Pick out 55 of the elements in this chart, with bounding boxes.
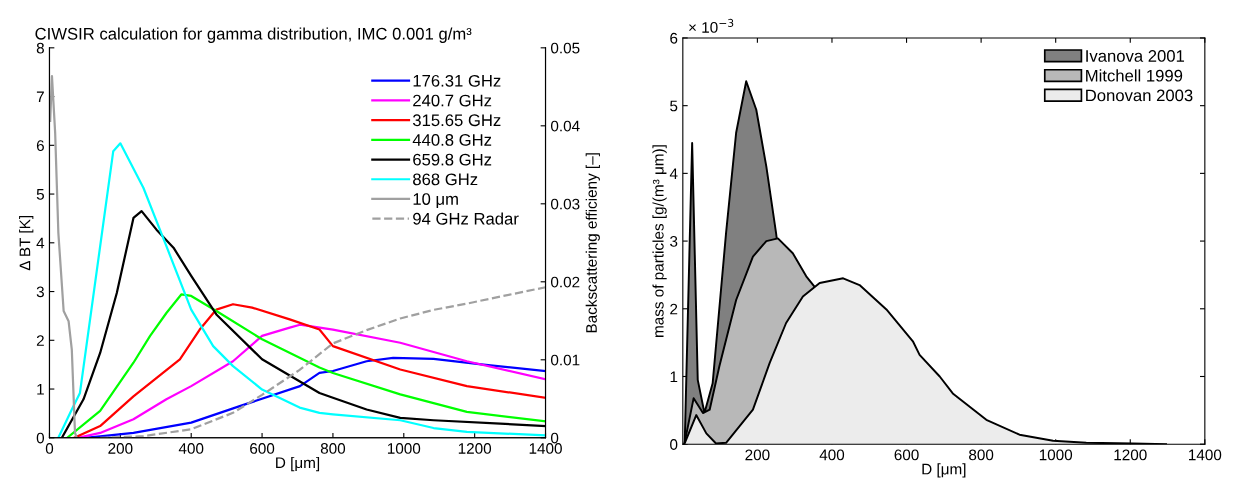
y-tick-label: 1 [37,384,44,395]
x-tick-label: 0 [45,443,54,454]
text: × 10$^{−3}$ [689,18,734,33]
x-tick-label: 400 [819,449,845,461]
x-tick-label: 1400 [1189,449,1222,461]
y-tick-label: 6 [670,32,678,44]
y-tick-label: 0 [36,432,45,444]
legend-label: Ivanova 2001 [1086,50,1185,62]
x-tick-label: 400 [178,443,204,454]
y-tick-label: 2 [670,303,678,315]
legend-label: 659.8 GHz [413,153,492,166]
chart-title: CIWSIR calculation for gamma distribution, IMC 0.001 g/m³ [35,27,472,43]
y-tick-label: 3 [670,235,678,247]
y2-tick-label: 0.02 [550,276,580,288]
x-tick-label: 1000 [1039,449,1073,461]
y-tick-label: 6 [36,140,44,151]
legend-label: Donovan 2003 [1086,89,1193,102]
y2-tick-label: 0.01 [550,354,580,366]
x-tick-label: 1200 [1114,449,1147,461]
legend-label: Mitchell 1999 [1086,69,1183,82]
y-tick-label: 4 [669,168,678,179]
x-tick-label: 200 [745,449,770,461]
y-tick-label: 5 [670,100,678,112]
y2-tick-label: 0.05 [550,42,580,54]
y2-axis-title: Backscattering efficieny [–] [585,153,600,333]
y-tick-label: 3 [36,286,44,298]
y-tick-label: 2 [36,335,44,346]
y-tick-label: 1 [670,371,678,383]
y-tick-label: 8 [36,42,44,54]
legend-label: 176.31 GHz [413,74,501,87]
line-series [49,74,78,438]
x-axis-title: D [μm] [922,463,966,478]
y-tick-label: 4 [36,237,45,249]
y-tick-label: 5 [36,189,44,200]
x-tick-label: 1200 [458,443,492,454]
y-axis-title: mass of particles [g/(m³ μm)] [652,145,667,337]
x-tick-label: 1400 [529,443,562,454]
y-axis-title: Δ BT [K] [19,216,34,271]
x-axis-title: D [μm] [276,456,320,472]
legend-label: 440.8 GHz [412,134,492,146]
legend-label: 10 μm [413,193,458,208]
legend-label: 868 GHz [413,173,478,186]
x-tick-label: 200 [108,443,133,454]
y-tick-label: 7 [36,91,44,103]
y2-tick-label: 0.04 [550,120,580,132]
x-tick-label: 800 [969,449,994,461]
x-tick-label: 800 [320,443,346,454]
x-tick-label: 600 [894,449,919,461]
legend-label: 315.65 GHz [412,114,501,127]
y2-tick-label: 0.03 [550,198,580,210]
legend-label: 94 GHz Radar [413,212,519,225]
x-tick-label: 600 [250,443,275,454]
legend-label: 240.7 GHz [413,94,492,107]
y2-tick-label: 0 [550,432,559,444]
x-tick-label: 1000 [387,443,421,454]
